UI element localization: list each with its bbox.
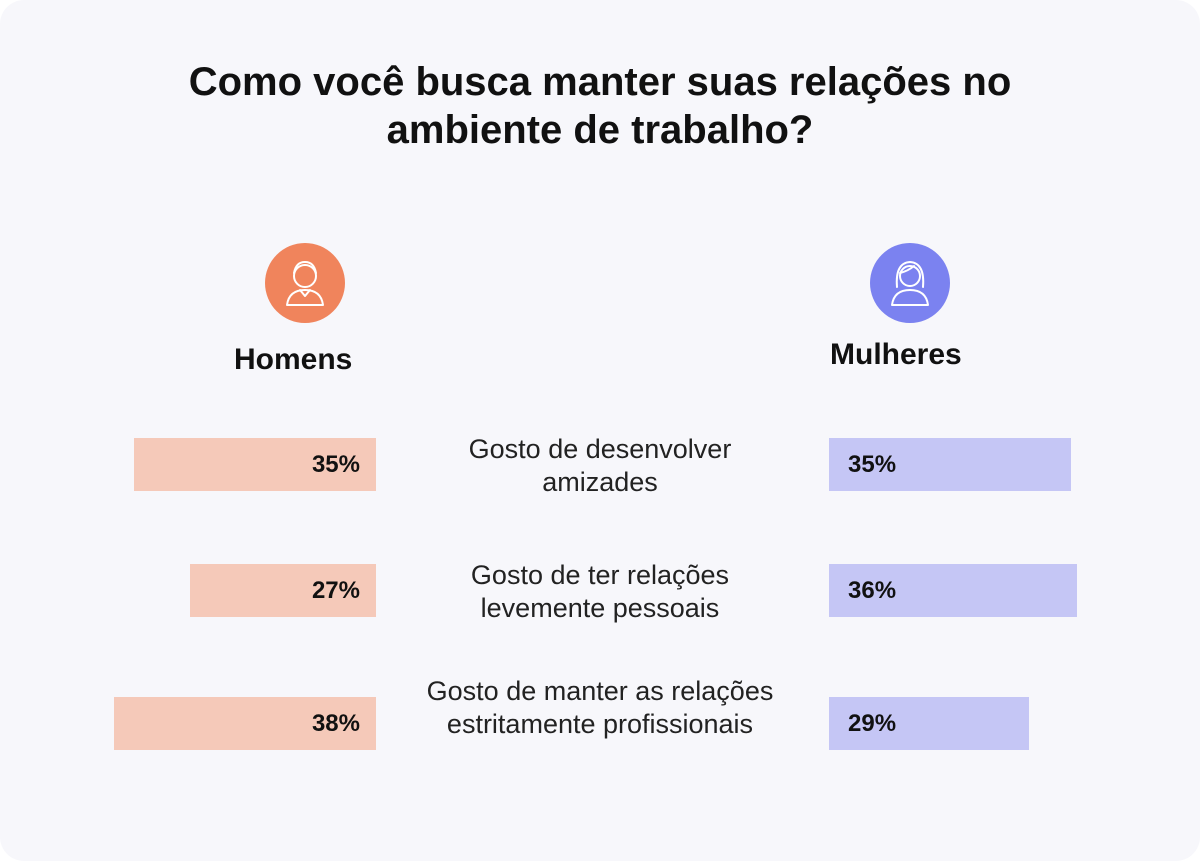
chart-title: Como você busca manter suas relações no … (0, 58, 1200, 154)
women-bar-value-label: 36% (848, 577, 897, 604)
woman-avatar-icon (870, 243, 950, 323)
men-bar-value-label: 27% (311, 577, 360, 604)
women-group-label: Mulheres (830, 338, 962, 371)
men-group-label: Homens (234, 343, 353, 376)
women-bar (829, 564, 1077, 617)
men-bar-value-label: 35% (311, 451, 360, 478)
women-bar (829, 438, 1071, 491)
men-bar (134, 438, 376, 491)
women-bar-value-label: 35% (848, 451, 897, 478)
category-label: Gosto de ter relações levemente pessoais (470, 560, 730, 623)
category-label: Gosto de desenvolver amizades (468, 434, 732, 497)
women-bar (829, 697, 1029, 750)
category-label: Gosto de manter as relações estritamente… (426, 676, 774, 739)
women-bar-value-label: 29% (848, 710, 897, 737)
men-bar (190, 564, 376, 617)
man-avatar-icon (265, 243, 345, 323)
woman-avatar-svg (891, 261, 929, 306)
men-bar-value-label: 38% (311, 710, 360, 737)
chart-title-text: Como você busca manter suas relações no … (188, 60, 1012, 152)
men-bar (114, 697, 376, 750)
man-avatar-svg (286, 261, 324, 306)
